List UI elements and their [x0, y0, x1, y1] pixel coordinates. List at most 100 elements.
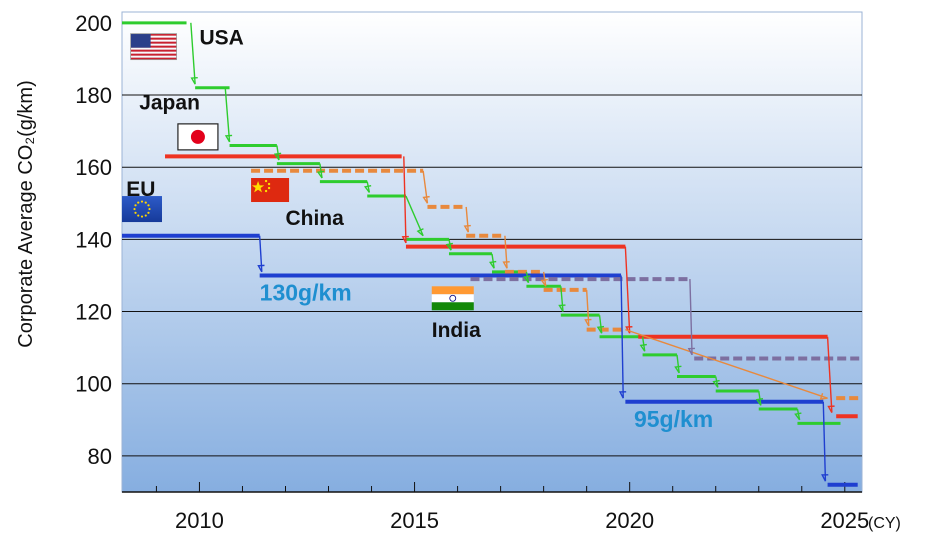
arrow-shaft — [491, 253, 495, 269]
step-arrow-5 — [363, 181, 372, 193]
step-arrow-17 — [401, 156, 409, 244]
x-axis: 2010 2015 2020 2025 — [122, 482, 869, 533]
arrow-shaft — [276, 145, 280, 161]
step-arrow-26 — [257, 235, 265, 273]
label-layer: USA Japan EU China India 130g/km 95g/km — [126, 26, 713, 432]
flag-stripe — [130, 41, 177, 44]
series-india — [470, 277, 862, 361]
flag-stripe — [130, 49, 177, 52]
x-tick-2010: 2010 — [175, 508, 224, 533]
arrow-head — [489, 260, 497, 269]
series-china — [251, 168, 862, 401]
arrow-head — [190, 76, 198, 85]
flag-field — [122, 196, 162, 223]
step-arrow-23 — [540, 271, 548, 287]
y-axis: 80 100 120 140 160 180 200 — [75, 11, 112, 469]
arrow-head — [794, 412, 802, 421]
flag-saffron — [431, 286, 474, 295]
flag-small-star — [267, 186, 271, 190]
flag-wheel — [449, 294, 457, 302]
step-arrow-10 — [558, 286, 566, 312]
flag-india — [431, 286, 474, 311]
step-arrow-16 — [794, 408, 802, 421]
flag-border — [130, 33, 178, 61]
step-arrow-8 — [489, 253, 497, 269]
label-india: India — [432, 319, 481, 342]
arrow-shaft — [525, 271, 530, 283]
y-tick-100: 100 — [75, 372, 112, 397]
arrow-shaft — [625, 328, 828, 399]
step-arrow-11 — [596, 315, 605, 334]
label-china: China — [285, 207, 344, 230]
arrow-shaft — [715, 376, 719, 388]
series-japan — [165, 154, 858, 419]
step-arrow-19 — [826, 336, 835, 413]
label-japan: Japan — [139, 91, 200, 114]
flag-sun — [190, 129, 205, 144]
arrow-head — [584, 318, 592, 327]
flag-white — [431, 294, 474, 303]
arrow-shaft — [403, 156, 407, 243]
label-130g: 130g/km — [260, 280, 352, 306]
arrow-head — [712, 379, 720, 388]
y-tick-80: 80 — [88, 444, 112, 469]
step-arrow-24 — [584, 289, 592, 327]
flag-star — [251, 181, 265, 193]
step-arrow-15 — [755, 390, 764, 406]
arrow-shaft — [422, 170, 429, 204]
flag-canton — [130, 33, 151, 48]
step-arrow-3 — [273, 145, 282, 161]
arrow-head — [316, 170, 325, 179]
arrow-head — [401, 235, 409, 244]
arrow-head — [827, 405, 835, 413]
arrow-head — [674, 365, 682, 374]
flag-stripe — [130, 33, 177, 36]
step-arrow-20 — [422, 170, 430, 204]
flag-star — [140, 215, 144, 218]
arrow-shaft — [641, 336, 646, 352]
y-tick-120: 120 — [75, 300, 112, 325]
arrow-shaft — [689, 279, 693, 355]
step-arrow-21 — [463, 206, 471, 233]
arrow-head — [422, 195, 430, 204]
arrow-shaft — [826, 336, 833, 413]
flag-star — [144, 214, 147, 217]
flag-green — [431, 302, 474, 311]
step-arrow-6 — [405, 195, 424, 237]
arrow-shaft — [465, 206, 470, 233]
arrow-head — [821, 474, 829, 482]
plot-background — [121, 11, 863, 493]
arrow-head — [687, 347, 695, 356]
y-tick-180: 180 — [75, 83, 112, 108]
arrow-head — [523, 275, 531, 284]
flag-star — [133, 207, 136, 211]
y-tick-160: 160 — [75, 155, 112, 180]
arrow-shaft — [822, 401, 827, 482]
x-tick-2020: 2020 — [605, 508, 654, 533]
arrow-shaft — [224, 87, 231, 142]
step-arrow-12 — [639, 336, 647, 352]
x-tick-2025: 2025 — [820, 508, 869, 533]
arrow-head — [224, 134, 233, 143]
arrow-layer — [190, 22, 835, 482]
arrow-head — [273, 152, 282, 161]
y-axis-label: Corporate Average CO₂(g/km) — [15, 80, 37, 348]
arrow-shaft — [624, 246, 631, 334]
arrow-shaft — [796, 408, 801, 420]
arrow-head — [596, 325, 605, 334]
grid-lines — [122, 94, 862, 457]
arrow-shaft — [405, 195, 424, 237]
label-usa: USA — [199, 26, 243, 49]
flag-star — [148, 207, 151, 211]
flag-star — [134, 204, 137, 207]
arrow-head — [363, 184, 372, 193]
flag-star — [140, 200, 144, 203]
flag-layer — [122, 33, 474, 311]
arrow-shaft — [620, 275, 624, 399]
series-eu — [122, 233, 858, 487]
step-arrow-1 — [190, 22, 198, 85]
arrow-head — [618, 391, 627, 399]
y-tick-200: 200 — [75, 11, 112, 36]
arrow-head — [445, 242, 454, 251]
